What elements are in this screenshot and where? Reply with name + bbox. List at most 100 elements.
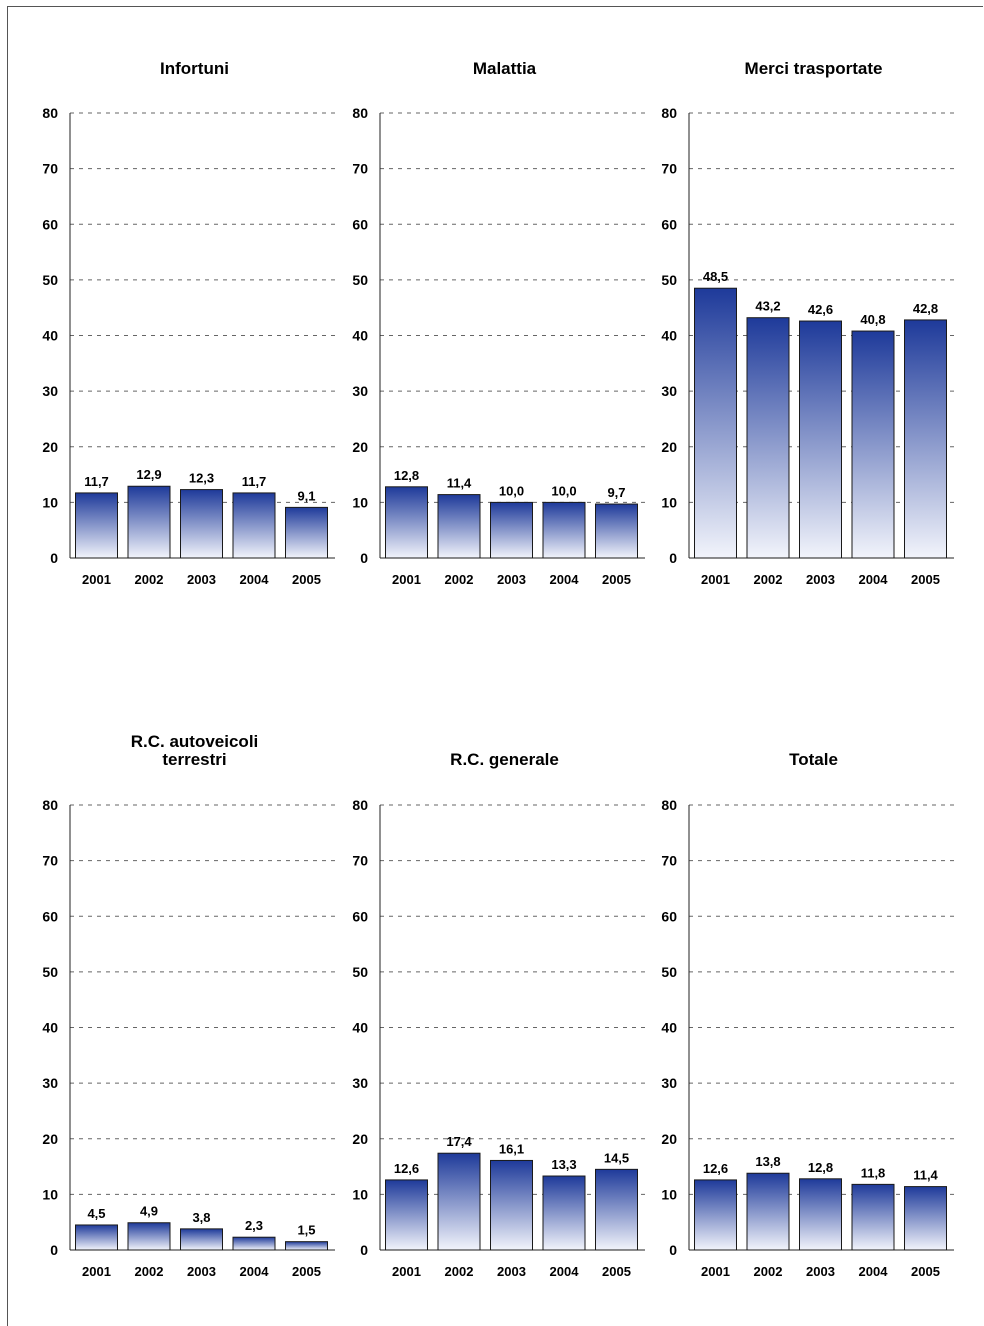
bar-value-label: 12,8	[394, 468, 419, 483]
bar-value-label: 48,5	[703, 269, 728, 284]
y-tick-label: 50	[352, 272, 368, 288]
bar-value-label: 42,6	[808, 302, 833, 317]
bar	[127, 1222, 171, 1251]
y-tick-label: 30	[42, 383, 58, 399]
bar-value-label: 16,1	[499, 1141, 524, 1156]
y-tick-label: 60	[42, 216, 58, 232]
y-tick-label: 50	[42, 964, 58, 980]
y-tick-label: 40	[352, 1020, 368, 1036]
bar-value-label: 14,5	[604, 1150, 629, 1165]
bar	[285, 1241, 328, 1251]
bar-value-label: 11,8	[861, 1165, 886, 1180]
bar	[904, 1186, 947, 1251]
x-tick-label: 2002	[445, 572, 474, 587]
y-tick-label: 80	[352, 797, 368, 813]
y-tick-label: 0	[50, 550, 58, 566]
y-tick-label: 70	[352, 853, 368, 869]
bar	[746, 1172, 790, 1251]
y-tick-label: 0	[669, 550, 677, 566]
x-tick-label: 2002	[754, 1264, 783, 1279]
chart-panel-6: Totale 0 10 20 30 40 50 60 70 80 12,6 2001 13,8 2002 1…	[661, 750, 954, 1279]
bar-value-label: 13,3	[551, 1157, 576, 1172]
bar-value-label: 11,4	[447, 476, 472, 491]
y-tick-label: 40	[661, 1020, 677, 1036]
bar	[799, 320, 842, 559]
x-tick-label: 2001	[82, 1264, 111, 1279]
x-tick-label: 2002	[754, 572, 783, 587]
y-tick-label: 0	[50, 1242, 58, 1258]
bar	[180, 489, 223, 559]
bar-value-label: 10,0	[551, 483, 576, 498]
bar-value-label: 40,8	[860, 312, 885, 327]
x-tick-label: 2001	[392, 1264, 421, 1279]
x-tick-label: 2001	[392, 572, 421, 587]
y-tick-label: 60	[352, 216, 368, 232]
bar-value-label: 17,4	[446, 1134, 472, 1149]
y-tick-label: 70	[661, 161, 677, 177]
bar-value-label: 12,6	[394, 1161, 419, 1176]
x-tick-label: 2004	[859, 572, 889, 587]
y-tick-label: 30	[42, 1075, 58, 1091]
bar-value-label: 3,8	[192, 1210, 210, 1225]
bar-value-label: 4,9	[140, 1204, 158, 1219]
x-tick-label: 2005	[911, 572, 940, 587]
x-tick-label: 2003	[497, 1264, 526, 1279]
bar	[694, 1179, 737, 1251]
chart-title: Infortuni	[160, 59, 229, 78]
y-tick-label: 30	[661, 1075, 677, 1091]
bar-value-label: 43,2	[755, 299, 780, 314]
bar	[437, 1152, 481, 1251]
y-tick-label: 70	[42, 853, 58, 869]
y-tick-label: 30	[352, 383, 368, 399]
y-tick-label: 10	[352, 494, 368, 510]
bar-value-label: 9,7	[607, 485, 625, 500]
x-tick-label: 2002	[135, 1264, 164, 1279]
y-tick-label: 20	[42, 1131, 58, 1147]
bar	[694, 287, 737, 559]
x-tick-label: 2004	[240, 1264, 270, 1279]
y-tick-label: 20	[352, 1131, 368, 1147]
chart-panel-3: Merci trasportate 0 10 20 30 40 50 60 70 80 48,5 20…	[661, 59, 954, 587]
bar-value-label: 10,0	[499, 483, 524, 498]
bar	[180, 1228, 223, 1251]
x-tick-label: 2001	[701, 1264, 730, 1279]
bar	[595, 1168, 638, 1251]
bar	[746, 317, 790, 559]
bar-value-label: 1,5	[297, 1223, 315, 1238]
bar-value-label: 11,4	[913, 1168, 938, 1183]
x-tick-label: 2005	[911, 1264, 940, 1279]
y-tick-label: 0	[360, 550, 368, 566]
y-tick-label: 60	[661, 908, 677, 924]
y-tick-label: 20	[352, 439, 368, 455]
bar-value-label: 12,9	[136, 467, 161, 482]
bar-value-label: 12,6	[703, 1161, 728, 1176]
x-tick-label: 2005	[292, 572, 321, 587]
bar	[542, 1175, 586, 1251]
chart-panel-5: R.C. generale 0 10 20 30 40 50 60 70 80 12,6 2001 17…	[352, 750, 645, 1279]
x-tick-label: 2005	[602, 572, 631, 587]
x-tick-label: 2004	[550, 572, 580, 587]
y-tick-label: 40	[42, 328, 58, 344]
bar-value-label: 12,8	[808, 1160, 833, 1175]
x-tick-label: 2002	[445, 1264, 474, 1279]
x-tick-label: 2004	[859, 1264, 889, 1279]
bar	[437, 494, 481, 559]
chart-title: R.C. autoveicoli	[131, 732, 259, 751]
bar	[542, 501, 586, 559]
bar	[285, 506, 328, 559]
bar-value-label: 42,8	[913, 301, 938, 316]
y-tick-label: 40	[42, 1020, 58, 1036]
bar	[851, 330, 895, 559]
x-tick-label: 2005	[292, 1264, 321, 1279]
y-tick-label: 10	[352, 1186, 368, 1202]
y-tick-label: 30	[661, 383, 677, 399]
bar	[595, 503, 638, 559]
x-tick-label: 2003	[187, 1264, 216, 1279]
y-tick-label: 60	[352, 908, 368, 924]
y-tick-label: 80	[661, 105, 677, 121]
bar	[851, 1183, 895, 1251]
y-tick-label: 50	[661, 964, 677, 980]
bar	[232, 1236, 276, 1251]
